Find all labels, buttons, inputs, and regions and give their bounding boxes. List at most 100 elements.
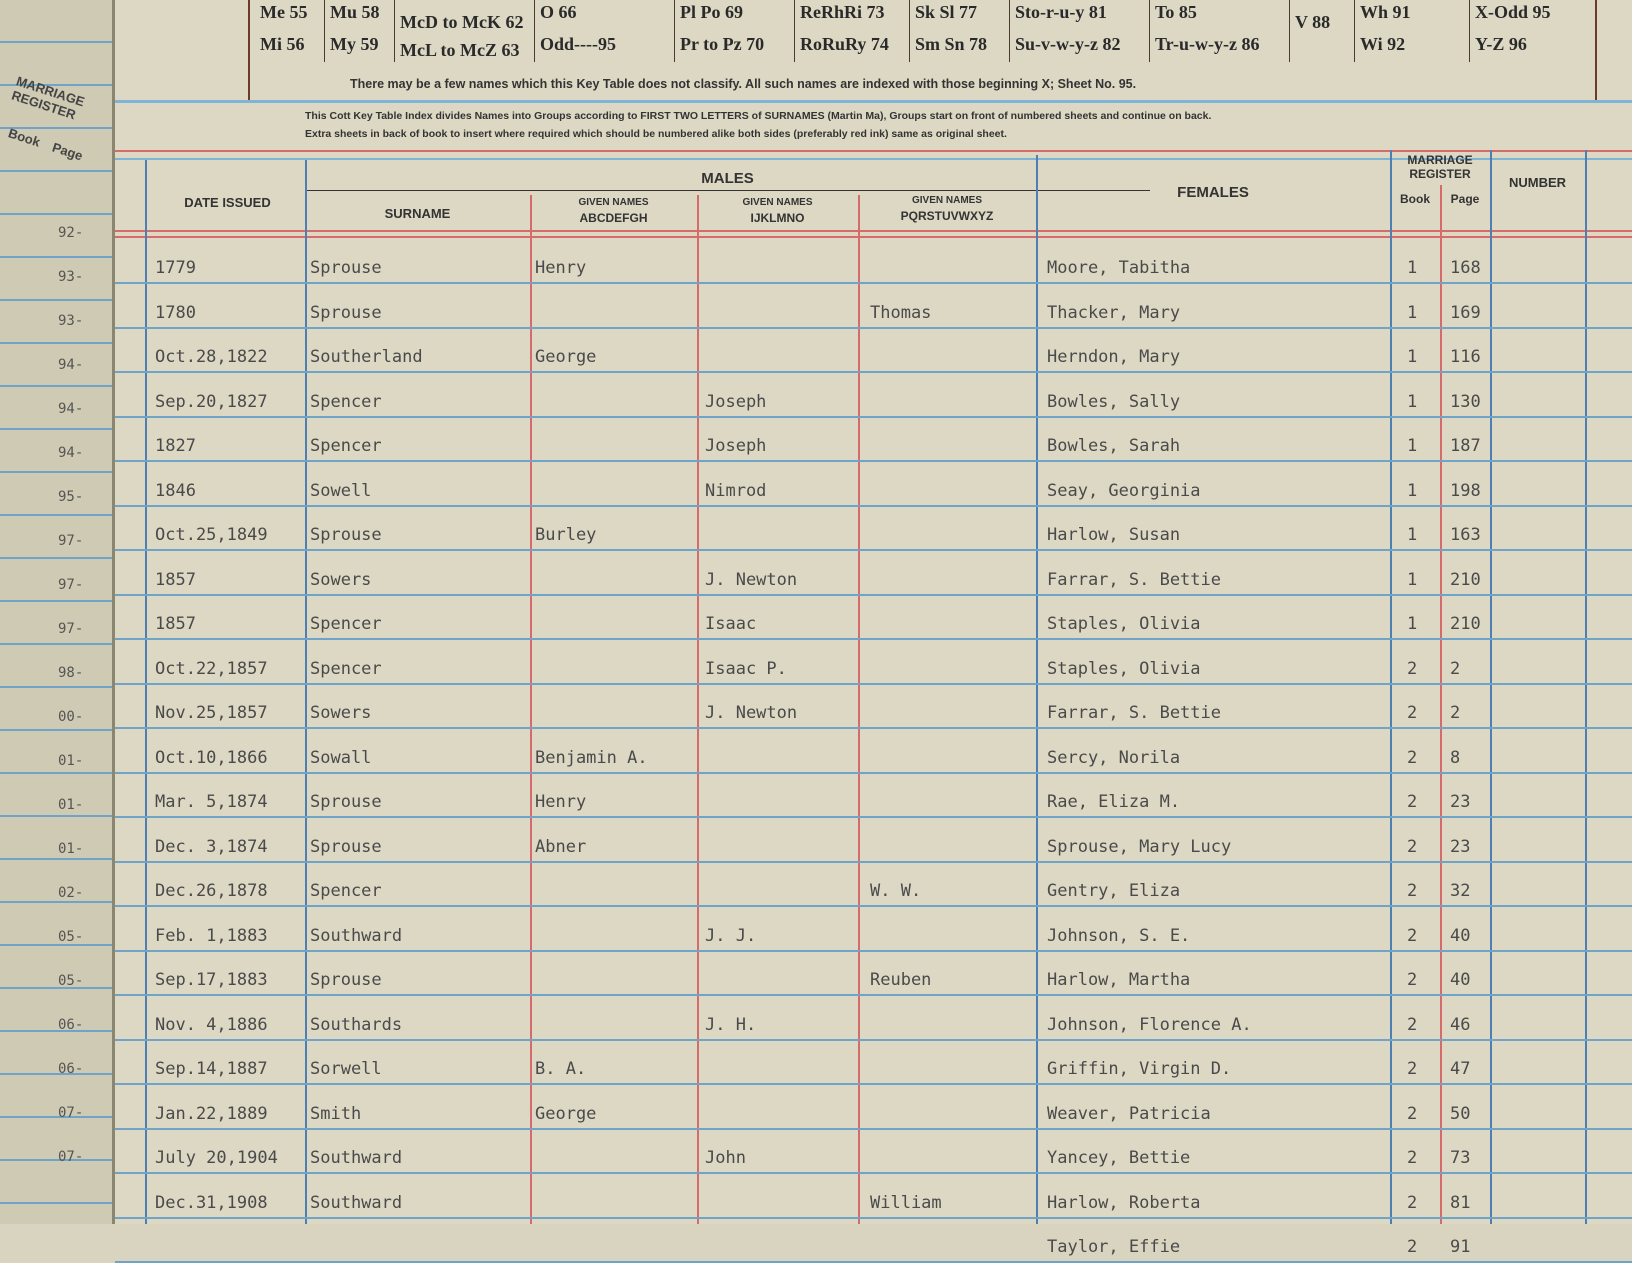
key-cell: Sm Sn 78 — [915, 34, 988, 54]
table-row: Sep.14,1887 Sorwell B. A. Griffin, Virgin D… — [115, 1039, 1632, 1085]
table-row: 1857 Sowers J. Newton Farrar, S. Bettie 1 210 — [115, 550, 1632, 596]
table-row: Sep.20,1827 Spencer Joseph Bowles, Sally 1 13… — [115, 372, 1632, 418]
date-cell: Dec.31,1908 — [155, 1192, 268, 1213]
header-females: FEMALES — [1177, 184, 1249, 201]
female-name-cell: Johnson, S. E. — [1047, 925, 1191, 946]
book-cell: 2 — [1407, 792, 1418, 812]
key-cell: O 66 — [540, 2, 577, 22]
page-cell: 91 — [1450, 1237, 1471, 1257]
left-page-number: 05- — [58, 929, 84, 945]
book-cell: 2 — [1407, 1237, 1418, 1257]
left-page-number: 94- — [58, 357, 84, 373]
key-cell: RoRuRy 74 — [800, 34, 889, 54]
female-name-cell: Sercy, Norila — [1047, 747, 1181, 768]
female-name-cell: Rae, Eliza M. — [1047, 792, 1181, 812]
given-ijk-cell: John — [705, 1148, 746, 1168]
table-row: July 20,1904 Southward John Yancey, Bettie 2… — [115, 1128, 1632, 1174]
key-cell: X-Odd 95 — [1475, 2, 1551, 22]
page-cell: 46 — [1450, 1014, 1471, 1035]
key-cell: Sk Sl 77 — [915, 2, 978, 22]
surname-cell: Sprouse — [310, 302, 382, 323]
female-name-cell: Thacker, Mary — [1047, 302, 1181, 323]
surname-cell: Sorwell — [310, 1059, 382, 1079]
header-given-ijk: IJKLMNO — [750, 211, 805, 225]
page-cell: 40 — [1450, 925, 1471, 946]
date-cell: Nov. 4,1886 — [155, 1014, 268, 1035]
given-pqr-cell: Reuben — [870, 970, 932, 990]
female-name-cell: Harlow, Martha — [1047, 970, 1191, 990]
surname-cell: Southward — [310, 1148, 403, 1168]
left-page-number: 95- — [58, 489, 84, 505]
key-cell: My 59 — [330, 34, 379, 54]
page-cell: 2 — [1450, 658, 1461, 679]
table-row: Dec.26,1878 Spencer W. W. Gentry, Eliza 2 32 — [115, 861, 1632, 907]
date-cell: 1857 — [155, 614, 196, 634]
left-page-number: 01- — [58, 797, 84, 813]
header-page: Page — [1450, 192, 1480, 206]
date-cell: Jan.22,1889 — [155, 1103, 268, 1124]
header-given-pqr: PQRSTUVWXYZ — [900, 209, 994, 223]
page-cell: 198 — [1450, 480, 1481, 501]
left-page-number: 94- — [58, 445, 84, 461]
header-given-names-3: GIVEN NAMES — [911, 195, 982, 206]
book-cell: 2 — [1407, 1103, 1418, 1124]
surname-cell: Southward — [310, 925, 403, 946]
header-book: Book — [1400, 192, 1430, 206]
book-cell: 1 — [1407, 480, 1418, 501]
given-ijk-cell: Nimrod — [705, 480, 767, 501]
page-cell: 32 — [1450, 881, 1471, 901]
page-cell: 47 — [1450, 1059, 1471, 1079]
page-cell: 2 — [1450, 703, 1461, 723]
page-cell: 116 — [1450, 347, 1481, 367]
book-cell: 1 — [1407, 614, 1418, 634]
given-ijk-cell: J. J. — [705, 925, 757, 946]
page-cell: 81 — [1450, 1192, 1471, 1213]
book-cell: 1 — [1407, 347, 1418, 367]
book-cell: 2 — [1407, 925, 1418, 946]
date-cell: Oct.22,1857 — [155, 658, 268, 679]
given-ijk-cell: Isaac P. — [705, 658, 787, 679]
date-cell: July 20,1904 — [155, 1148, 278, 1168]
given-ijk-cell: Joseph — [705, 391, 767, 412]
book-cell: 1 — [1407, 569, 1418, 590]
date-cell: Sep.14,1887 — [155, 1059, 268, 1079]
surname-cell: Sowall — [310, 747, 372, 768]
left-page-page-label: Page — [50, 139, 85, 164]
surname-cell: Sowell — [310, 480, 372, 501]
given-ijk-cell: Isaac — [705, 614, 757, 634]
page-cell: 50 — [1450, 1103, 1471, 1124]
table-row: 1857 Spencer Isaac Staples, Olivia 1 210 — [115, 594, 1632, 640]
key-cell: ReRhRi 73 — [800, 2, 885, 22]
page-cell: 187 — [1450, 436, 1481, 456]
key-divider — [794, 0, 795, 62]
page-cell: 168 — [1450, 258, 1481, 278]
page-cell: 210 — [1450, 569, 1481, 590]
female-name-cell: Bowles, Sally — [1047, 391, 1181, 412]
table-row: Oct.28,1822 Southerland George Herndon, Mar… — [115, 327, 1632, 373]
key-cell: McL to McZ 63 — [400, 40, 520, 60]
book-cell: 2 — [1407, 703, 1418, 723]
header-males: MALES — [701, 170, 754, 187]
female-name-cell: Seay, Georginia — [1047, 480, 1201, 501]
table-row: 1846 Sowell Nimrod Seay, Georginia 1 198 — [115, 461, 1632, 507]
book-cell: 1 — [1407, 525, 1418, 545]
given-abc-cell: George — [535, 347, 597, 367]
key-cell: V 88 — [1295, 12, 1331, 32]
left-page-number: 92- — [58, 225, 84, 241]
given-ijk-cell: Joseph — [705, 436, 767, 456]
left-page-number: 06- — [58, 1017, 84, 1033]
left-page-header: MARRIAGE REGISTER — [9, 73, 87, 123]
header-number: NUMBER — [1508, 175, 1567, 190]
key-cell: Mu 58 — [330, 2, 380, 22]
surname-cell: Sprouse — [310, 970, 382, 990]
female-name-cell: Harlow, Susan — [1047, 525, 1181, 545]
key-divider — [1009, 0, 1010, 62]
header-given-names-2: GIVEN NAMES — [742, 197, 813, 208]
female-name-cell: Staples, Olivia — [1047, 614, 1201, 634]
key-divider — [909, 0, 910, 62]
given-abc-cell: Burley — [535, 525, 597, 545]
female-name-cell: Gentry, Eliza — [1047, 881, 1181, 901]
table-row: 1779 Sprouse Henry Moore, Tabitha 1 168 — [115, 238, 1632, 284]
surname-cell: Spencer — [310, 614, 382, 634]
date-cell: Nov.25,1857 — [155, 703, 268, 723]
